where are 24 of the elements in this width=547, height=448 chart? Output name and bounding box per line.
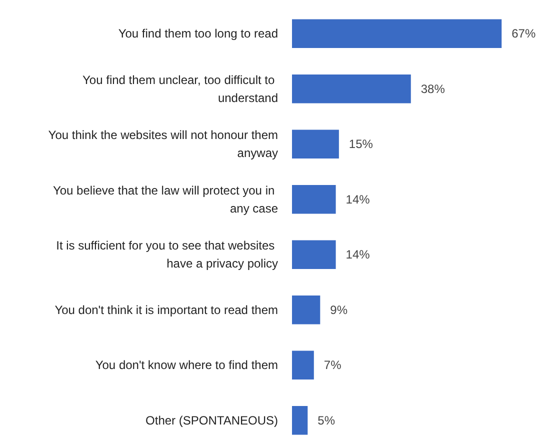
data-label: 14% (346, 192, 370, 206)
y-tick-label: You don't think it is important to read them (54, 302, 278, 317)
y-tick-label: You don't know where to find them (95, 358, 278, 372)
bar (292, 185, 336, 214)
bar (292, 74, 411, 104)
data-label: 67% (512, 26, 536, 41)
data-label: 7% (324, 358, 342, 372)
bar (292, 350, 314, 380)
y-tick-label: Other (SPONTANEOUS) (146, 413, 278, 428)
y-tick-label: It is sufficient for you to see that websites have a privacy policy (56, 238, 278, 271)
bar (292, 240, 336, 269)
data-label: 9% (330, 302, 348, 317)
bar (292, 19, 502, 48)
data-label: 14% (346, 248, 370, 262)
bar (292, 296, 320, 324)
data-label: 15% (348, 137, 374, 152)
data-label: 5% (318, 413, 336, 428)
bar (292, 130, 339, 158)
y-tick-label: You think the websites will not honour them anyway (48, 128, 278, 160)
data-label: 38% (420, 82, 446, 96)
y-tick-label: You find them too long to read (118, 26, 278, 41)
bar (292, 406, 308, 435)
y-tick-label: You find them unclear, too difficult to understand (82, 72, 278, 105)
y-tick-label: You believe that the law will protect you in any case (52, 183, 278, 216)
